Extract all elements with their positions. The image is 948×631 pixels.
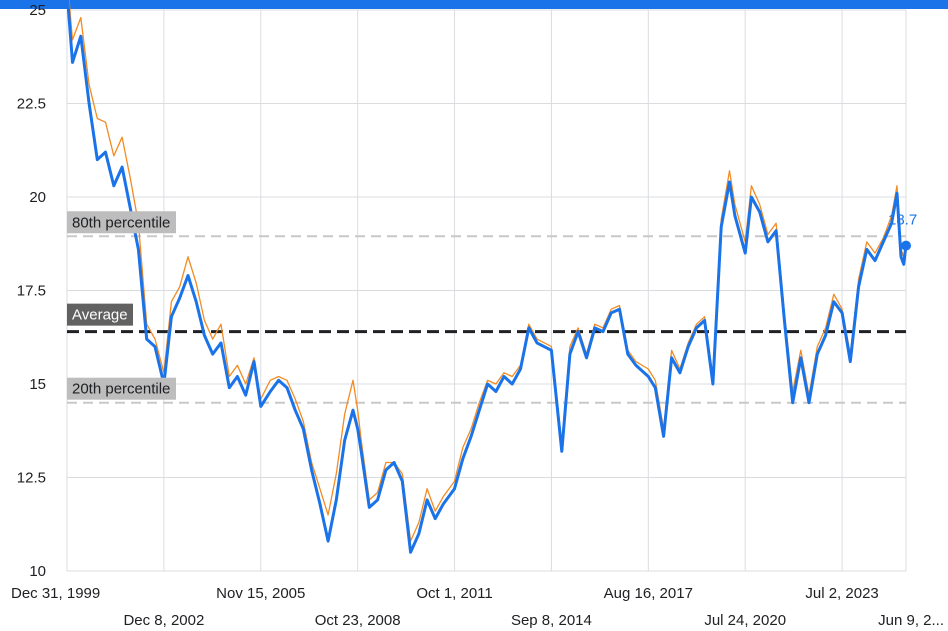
y-tick-label: 10 <box>29 563 46 580</box>
reference-label: Average <box>67 303 133 326</box>
x-tick-label: Aug 16, 2017 <box>604 585 693 602</box>
x-axis: Dec 31, 1999 Dec 8, 2002 Nov 15, 2005 Oct 2… <box>11 585 944 629</box>
reference-label-box <box>67 377 176 400</box>
reference-label: 80th percentile <box>67 211 176 234</box>
reference-labels: 80th percentile Average 20th percentile <box>67 211 176 400</box>
x-tick-label: Oct 23, 2008 <box>315 612 401 629</box>
x-tick-label: Jun 9, 2... <box>878 612 944 629</box>
x-tick-label: Dec 8, 2002 <box>123 612 204 629</box>
x-tick-label: Oct 1, 2011 <box>416 585 492 602</box>
x-tick-label: Jul 24, 2020 <box>704 612 786 629</box>
reference-label-text: 80th percentile <box>72 214 170 231</box>
last-point-marker <box>901 240 911 251</box>
series-layer: 18.7 <box>66 0 917 554</box>
y-tick-label: 25 <box>29 2 46 19</box>
y-tick-label: 17.5 <box>17 283 46 300</box>
reference-label-box <box>67 303 133 326</box>
x-tick-label: Dec 31, 1999 <box>11 585 100 602</box>
x-tick-label: Jul 2, 2023 <box>805 585 878 602</box>
y-tick-label: 15 <box>29 376 46 393</box>
top-accent-band <box>0 0 948 9</box>
reference-label-box <box>67 211 176 234</box>
y-axis: 10 12.5 15 17.5 20 22.5 25 <box>17 2 46 580</box>
grid <box>66 9 907 572</box>
y-tick-label: 22.5 <box>17 96 46 113</box>
last-value-label: 18.7 <box>888 212 917 229</box>
reference-label-text: Average <box>72 307 128 324</box>
x-tick-label: Nov 15, 2005 <box>216 585 305 602</box>
series-line-primary <box>66 0 908 554</box>
reference-lines <box>67 235 906 404</box>
y-tick-label: 12.5 <box>17 470 46 487</box>
reference-label: 20th percentile <box>67 377 176 400</box>
x-tick-label: Sep 8, 2014 <box>511 612 592 629</box>
reference-label-text: 20th percentile <box>72 381 170 398</box>
y-tick-label: 20 <box>29 189 46 206</box>
